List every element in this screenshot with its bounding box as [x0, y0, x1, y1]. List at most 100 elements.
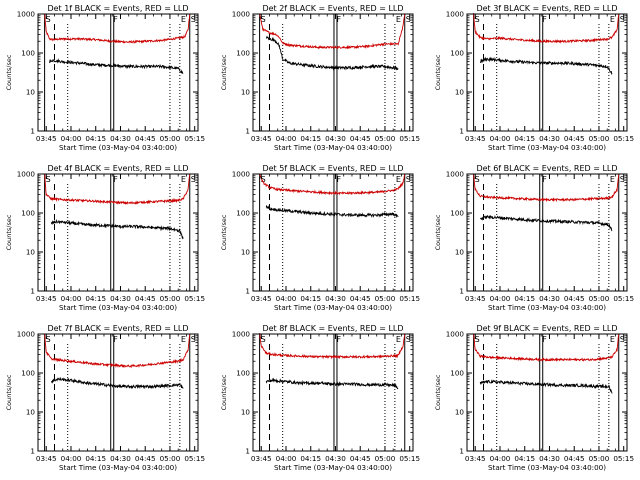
- x-tick-label: 03:45: [465, 134, 486, 143]
- marker-label-e: E: [181, 335, 186, 344]
- y-tick-label: 1: [30, 127, 35, 136]
- y-tick-label: 100: [450, 49, 464, 58]
- x-tick-label: 04:00: [490, 454, 511, 463]
- y-tick-label: 10: [26, 88, 36, 97]
- marker-label-s: S: [46, 15, 51, 24]
- x-axis-label: Start Time (03-May-04 03:40:00): [274, 463, 392, 472]
- panel-det-7: Det 7f BLACK = Events, RED = LLD Counts/s…: [5, 324, 205, 472]
- x-tick-label: 04:30: [325, 134, 346, 143]
- lld-series-line: [259, 173, 406, 196]
- x-tick-label: 04:45: [564, 454, 585, 463]
- y-tick-label: 1000: [446, 330, 465, 339]
- x-axis-label: Start Time (03-May-04 03:40:00): [59, 143, 177, 152]
- x-tick-label: 04:45: [350, 134, 371, 143]
- panel-det-3: Det 3f BLACK = Events, RED = LLD Counts/s…: [434, 4, 634, 152]
- y-axis-label: Counts/sec: [434, 214, 442, 250]
- y-tick-label: 100: [450, 369, 464, 378]
- x-tick-label: 05:15: [399, 294, 420, 303]
- y-tick-label: 10: [455, 248, 465, 257]
- x-tick-label: 03:45: [36, 454, 57, 463]
- x-axis-label: Start Time (03-May-04 03:40:00): [488, 303, 606, 312]
- marker-label-s: S: [191, 175, 196, 184]
- marker-label-s: S: [620, 15, 625, 24]
- x-tick-label: 04:15: [514, 454, 535, 463]
- marker-label-s: S: [406, 175, 411, 184]
- plot-frame: [252, 13, 414, 132]
- x-tick-label: 03:45: [36, 134, 57, 143]
- marker-label-s: S: [46, 335, 51, 344]
- marker-label-s: S: [46, 175, 51, 184]
- x-tick-label: 04:45: [564, 294, 585, 303]
- y-tick-label: 1: [30, 287, 35, 296]
- x-tick-label: 05:15: [613, 454, 634, 463]
- panel-title: Det 6f BLACK = Events, RED = LLD: [476, 164, 617, 173]
- y-tick-label: 10: [26, 248, 36, 257]
- panel-det-2: Det 2f BLACK = Events, RED = LLD Counts/s…: [220, 4, 420, 152]
- marker-label-e: E: [396, 175, 401, 184]
- x-tick-label: 05:00: [375, 134, 396, 143]
- panel-det-4: Det 4f BLACK = Events, RED = LLD Counts/s…: [5, 164, 205, 312]
- marker-label-s: S: [261, 175, 266, 184]
- marker-label-s: S: [475, 15, 480, 24]
- marker-label-f: F: [336, 15, 341, 24]
- y-axis-label: Counts/sec: [5, 54, 13, 90]
- x-tick-label: 05:15: [184, 454, 205, 463]
- x-tick-label: 05:00: [589, 134, 610, 143]
- events-series-line: [479, 56, 613, 75]
- plot-frame: [252, 173, 414, 292]
- marker-label-s: S: [475, 335, 480, 344]
- plot-frame: [466, 173, 628, 292]
- x-tick-label: 05:00: [375, 294, 396, 303]
- y-tick-label: 1000: [232, 330, 251, 339]
- panel-title: Det 4f BLACK = Events, RED = LLD: [47, 164, 188, 173]
- marker-label-e: E: [396, 15, 401, 24]
- x-tick-label: 04:30: [539, 294, 560, 303]
- panel-title: Det 9f BLACK = Events, RED = LLD: [476, 324, 617, 333]
- x-tick-label: 04:45: [135, 134, 156, 143]
- x-axis-label: Start Time (03-May-04 03:40:00): [59, 463, 177, 472]
- y-tick-label: 1: [245, 287, 250, 296]
- y-axis-label: Counts/sec: [5, 214, 13, 250]
- panel-title: Det 8f BLACK = Events, RED = LLD: [262, 324, 403, 333]
- marker-label-f: F: [336, 175, 341, 184]
- y-tick-label: 10: [455, 88, 465, 97]
- events-series-line: [50, 218, 184, 240]
- x-tick-label: 05:00: [589, 294, 610, 303]
- x-tick-label: 03:45: [251, 294, 272, 303]
- events-series-line: [479, 214, 613, 232]
- x-tick-label: 05:15: [184, 294, 205, 303]
- x-tick-label: 04:30: [110, 294, 131, 303]
- plot-frame: [466, 333, 628, 452]
- y-tick-label: 1000: [17, 170, 36, 179]
- y-tick-label: 100: [236, 209, 250, 218]
- y-tick-label: 1000: [17, 330, 36, 339]
- x-tick-label: 05:15: [399, 134, 420, 143]
- x-tick-label: 05:00: [375, 454, 396, 463]
- plot-frame: [37, 13, 199, 132]
- x-axis-label: Start Time (03-May-04 03:40:00): [274, 143, 392, 152]
- x-tick-label: 05:00: [589, 454, 610, 463]
- plot-frame: [466, 13, 628, 132]
- y-axis-label: Counts/sec: [5, 374, 13, 410]
- marker-label-e: E: [610, 175, 615, 184]
- plot-frame: [37, 333, 199, 452]
- panel-det-8: Det 8f BLACK = Events, RED = LLD Counts/s…: [220, 324, 420, 472]
- y-tick-label: 1000: [446, 170, 465, 179]
- x-tick-label: 05:15: [613, 134, 634, 143]
- x-tick-label: 04:00: [61, 134, 82, 143]
- panel-det-1: Det 1f BLACK = Events, RED = LLD Counts/s…: [5, 4, 205, 152]
- x-tick-label: 04:00: [61, 294, 82, 303]
- panel-title: Det 3f BLACK = Events, RED = LLD: [476, 4, 617, 13]
- y-tick-label: 100: [236, 369, 250, 378]
- marker-label-f: F: [542, 335, 547, 344]
- y-tick-label: 1000: [232, 10, 251, 19]
- x-tick-label: 04:15: [85, 454, 106, 463]
- marker-label-f: F: [542, 175, 547, 184]
- events-series-line: [49, 58, 184, 74]
- y-tick-label: 10: [26, 408, 36, 417]
- marker-label-f: F: [542, 15, 547, 24]
- marker-label-f: F: [336, 335, 341, 344]
- x-tick-label: 05:15: [184, 134, 205, 143]
- y-tick-label: 1: [30, 447, 35, 456]
- panel-title: Det 2f BLACK = Events, RED = LLD: [262, 4, 403, 13]
